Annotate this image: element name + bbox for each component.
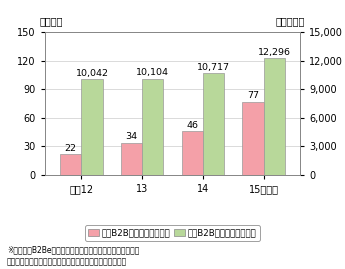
- Bar: [121, 143, 142, 175]
- Text: （億ドル）: （億ドル）: [276, 17, 305, 27]
- Text: 77: 77: [247, 91, 259, 100]
- Text: （兆円）: （兆円）: [40, 17, 63, 27]
- Text: 46: 46: [186, 121, 198, 130]
- Bar: [81, 79, 102, 175]
- Bar: [142, 79, 164, 175]
- Legend: 日本B2B市場規模（左軸）, 米国B2B市場規模（右軸）: 日本B2B市場規模（左軸）, 米国B2B市場規模（右軸）: [85, 225, 260, 241]
- Text: 10,042: 10,042: [76, 69, 108, 78]
- Text: 12,296: 12,296: [258, 48, 291, 56]
- Bar: [60, 154, 81, 175]
- Text: ※　日本のB2Beコマース市場規模は全産業を対象としてい
　　るが、米国は製造業及び卸売業だけを対象としている: ※ 日本のB2Beコマース市場規模は全産業を対象としてい るが、米国は製造業及び…: [7, 246, 139, 266]
- Bar: [264, 58, 285, 175]
- Text: 34: 34: [125, 132, 138, 141]
- Text: 10,717: 10,717: [197, 63, 230, 72]
- Bar: [243, 102, 264, 175]
- Bar: [181, 131, 203, 175]
- Bar: [203, 73, 224, 175]
- Text: 10,104: 10,104: [136, 68, 169, 77]
- Text: 22: 22: [65, 144, 77, 153]
